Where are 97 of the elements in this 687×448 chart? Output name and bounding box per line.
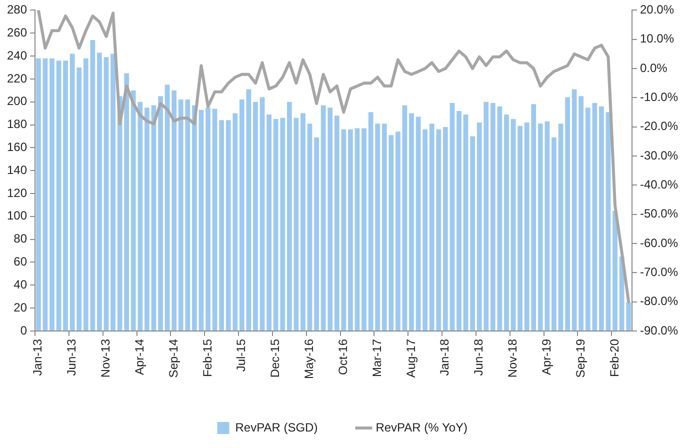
bar xyxy=(314,137,319,330)
bar xyxy=(565,97,570,330)
bar xyxy=(626,302,632,330)
bar xyxy=(266,114,272,330)
bar xyxy=(490,103,496,330)
y2-tick-label: -80.0% xyxy=(640,294,678,308)
bar xyxy=(497,106,502,330)
y-tick-label: 240 xyxy=(6,48,28,62)
bar xyxy=(354,128,360,330)
bar xyxy=(63,60,68,330)
x-tick-label: Jun-13 xyxy=(64,338,79,376)
y2-tick-label: -70.0% xyxy=(640,264,678,279)
bar xyxy=(246,89,252,330)
legend-label: RevPAR (% YoY) xyxy=(376,420,468,434)
y2-tick-label: -10.0% xyxy=(640,90,678,104)
x-tick-label: Jun-18 xyxy=(472,338,486,376)
y-tick-label: 40 xyxy=(14,277,28,292)
y-tick-label: 100 xyxy=(6,208,28,223)
y2-tick-label: 10.0% xyxy=(640,32,674,46)
x-tick-label: Feb-20 xyxy=(607,338,622,378)
y2-tick-label: -30.0% xyxy=(640,148,678,162)
bar xyxy=(504,114,509,330)
x-tick-label: Feb-15 xyxy=(200,338,214,378)
bar xyxy=(158,96,163,330)
bar xyxy=(416,116,421,330)
bar xyxy=(144,108,150,330)
y-tick-label: 220 xyxy=(6,71,28,86)
x-tick-label: Apr-14 xyxy=(132,338,146,376)
bar xyxy=(558,124,564,330)
y-tick-label: 120 xyxy=(6,186,28,200)
y-tick-label: 200 xyxy=(6,94,28,108)
bar xyxy=(198,110,204,330)
bar xyxy=(606,112,611,330)
y2-tick-label: -20.0% xyxy=(640,119,678,134)
bar xyxy=(396,132,400,330)
bar xyxy=(612,210,618,330)
x-tick-label: Nov-13 xyxy=(98,338,113,378)
x-tick-label: Nov-18 xyxy=(506,338,520,378)
y-tick-label: 60 xyxy=(14,254,28,269)
y-tick-label: 20 xyxy=(14,300,28,314)
bar xyxy=(50,58,54,330)
bar xyxy=(456,111,462,330)
y-tick-label: 80 xyxy=(14,232,28,246)
bar xyxy=(212,108,218,330)
bar xyxy=(552,137,556,330)
bar xyxy=(219,120,224,330)
bar xyxy=(164,84,170,330)
bar xyxy=(518,126,522,330)
bar xyxy=(442,127,448,330)
bar xyxy=(510,119,516,330)
x-tick-label: Sep-14 xyxy=(166,338,180,378)
legend-label: RevPAR (SGD) xyxy=(235,420,318,434)
y2-tick-label: -40.0% xyxy=(640,177,678,192)
x-tick-label: Jan-18 xyxy=(438,338,452,376)
y-tick-label: 0 xyxy=(20,323,28,338)
bar xyxy=(307,124,312,330)
bar xyxy=(409,113,414,330)
y-tick-label: 140 xyxy=(6,162,28,177)
x-tick-label: Apr-19 xyxy=(539,338,554,376)
bar xyxy=(192,105,197,330)
x-tick-label: Mar-17 xyxy=(370,338,384,377)
y-tick-label: 260 xyxy=(6,25,28,40)
bar xyxy=(599,106,604,330)
bar xyxy=(56,60,62,330)
bar xyxy=(110,54,116,330)
bar xyxy=(206,108,210,330)
bar xyxy=(362,128,366,330)
bar xyxy=(463,114,468,330)
x-tick-label: Jan-13 xyxy=(30,338,45,376)
y-tick-label: 160 xyxy=(6,140,28,154)
bar xyxy=(42,58,48,330)
y2-tick-label: -50.0% xyxy=(640,206,678,221)
bar xyxy=(239,100,244,330)
x-tick-label: Jul-15 xyxy=(234,338,248,372)
bar xyxy=(97,52,102,330)
x-tick-label: Oct-16 xyxy=(336,338,350,375)
x-tick-label: Sep-19 xyxy=(573,338,588,378)
y-tick-label: 280 xyxy=(6,2,28,17)
bar xyxy=(450,103,455,330)
x-tick-label: Dec-15 xyxy=(268,338,282,378)
y2-tick-label: 0.0% xyxy=(640,60,668,75)
bar xyxy=(422,129,428,330)
bar xyxy=(260,97,265,330)
bar xyxy=(104,57,109,330)
x-tick-label: May-16 xyxy=(302,338,316,379)
bar xyxy=(470,136,476,330)
bar xyxy=(300,113,306,330)
bar xyxy=(253,102,258,330)
bar xyxy=(36,58,41,330)
bar xyxy=(348,129,353,330)
x-tick-label: Aug-17 xyxy=(404,338,418,378)
bar xyxy=(402,105,408,330)
y2-tick-label: 20.0% xyxy=(640,2,674,17)
y-tick-label: 180 xyxy=(6,117,28,132)
bar xyxy=(172,90,177,330)
y2-tick-label: -60.0% xyxy=(640,236,678,250)
y2-tick-label: -90.0% xyxy=(640,323,678,338)
